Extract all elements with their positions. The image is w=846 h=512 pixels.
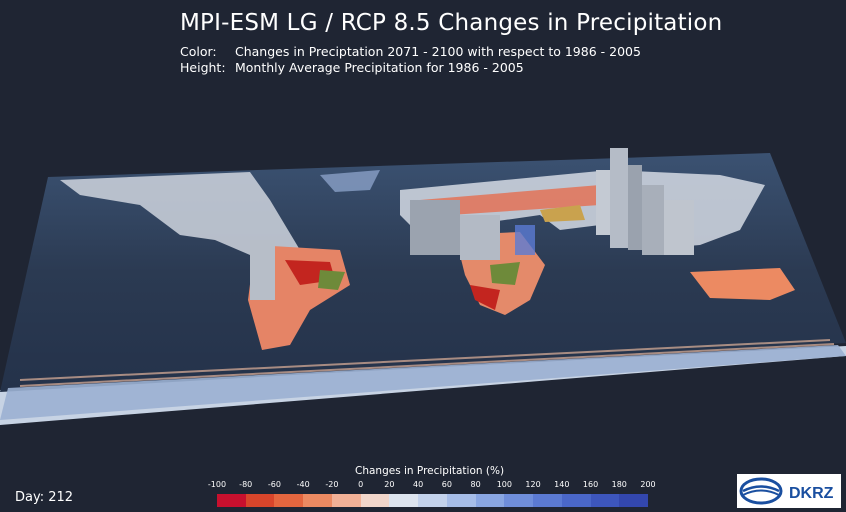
africa-green <box>490 262 520 285</box>
colorbar-tick-label: 140 <box>554 480 570 489</box>
colorbar-segment <box>561 494 591 507</box>
tibet-area <box>540 205 585 222</box>
dkrz-logo: DKRZ <box>737 474 841 508</box>
column <box>515 225 535 255</box>
height-key: Height: <box>180 60 226 75</box>
column <box>642 185 664 255</box>
column <box>250 240 275 300</box>
colorbar-tick-label: 20 <box>384 480 395 489</box>
africa-south-red <box>470 285 500 310</box>
colorbar-segment <box>590 494 620 507</box>
colorbar-segment <box>504 494 534 507</box>
color-legend-line: Color: Changes in Preciptation 2071 - 210… <box>180 44 641 59</box>
colorbar-segment <box>360 494 390 507</box>
antarctica-band <box>0 345 846 420</box>
column <box>596 170 610 235</box>
colorbar-segment <box>619 494 649 507</box>
column <box>410 200 460 255</box>
colorbar-tick-label: 60 <box>441 480 452 489</box>
brazil-green <box>318 270 345 290</box>
colorbar-tick-label: -80 <box>239 480 253 489</box>
day-counter: Day: 212 <box>15 490 74 505</box>
page-title: MPI-ESM LG / RCP 8.5 Changes in Precipit… <box>180 10 723 36</box>
southern-ocean-stripes <box>19 339 835 387</box>
column <box>664 200 694 255</box>
dkrz-logo-icon: DKRZ <box>739 477 834 505</box>
colorbar-segment <box>303 494 332 507</box>
colorbar-segment <box>274 494 304 507</box>
colorbar-tick-label: 160 <box>582 480 599 489</box>
colorbar-tick-label: -40 <box>296 480 310 489</box>
greenland <box>320 170 380 192</box>
australia <box>690 268 795 300</box>
colorbar-segment <box>533 494 562 507</box>
colorbar-tick-label: 80 <box>470 480 481 489</box>
colorbar-tick-label: 180 <box>611 480 627 489</box>
colorbar-title: Changes in Precipitation (%) <box>355 465 505 477</box>
colorbar-segment <box>446 494 476 507</box>
column <box>460 215 500 260</box>
color-desc: Changes in Preciptation 2071 - 2100 with… <box>235 44 641 59</box>
colorbar-tick-label: 0 <box>358 480 364 489</box>
height-desc: Monthly Average Precipitation for 1986 -… <box>235 60 524 75</box>
colorbar-tick-label: 120 <box>525 480 541 489</box>
north-america <box>60 172 300 255</box>
colorbar-tick-label: -100 <box>207 480 227 489</box>
colorbar-tick-label: 40 <box>413 480 424 489</box>
colorbar-segment <box>331 494 361 507</box>
column <box>628 165 642 250</box>
colorbar-tick-label: 200 <box>640 480 656 489</box>
colorbar-segment <box>217 494 246 507</box>
eurasia-red-band <box>420 185 600 215</box>
colorbar-tick-label: -60 <box>267 480 281 489</box>
colorbar-segment <box>475 494 505 507</box>
colorbar-segment <box>418 494 447 507</box>
height-legend-line: Height: Monthly Average Precipitation for… <box>180 60 524 75</box>
color-key: Color: <box>180 44 217 59</box>
colorbar <box>217 494 649 507</box>
column <box>610 148 628 248</box>
colorbar-segment <box>389 494 419 507</box>
dkrz-logo-text: DKRZ <box>789 485 834 502</box>
colorbar-tick-label: -20 <box>325 480 339 489</box>
colorbar-tick-label: 100 <box>496 480 512 489</box>
colorbar-segment <box>245 494 275 507</box>
